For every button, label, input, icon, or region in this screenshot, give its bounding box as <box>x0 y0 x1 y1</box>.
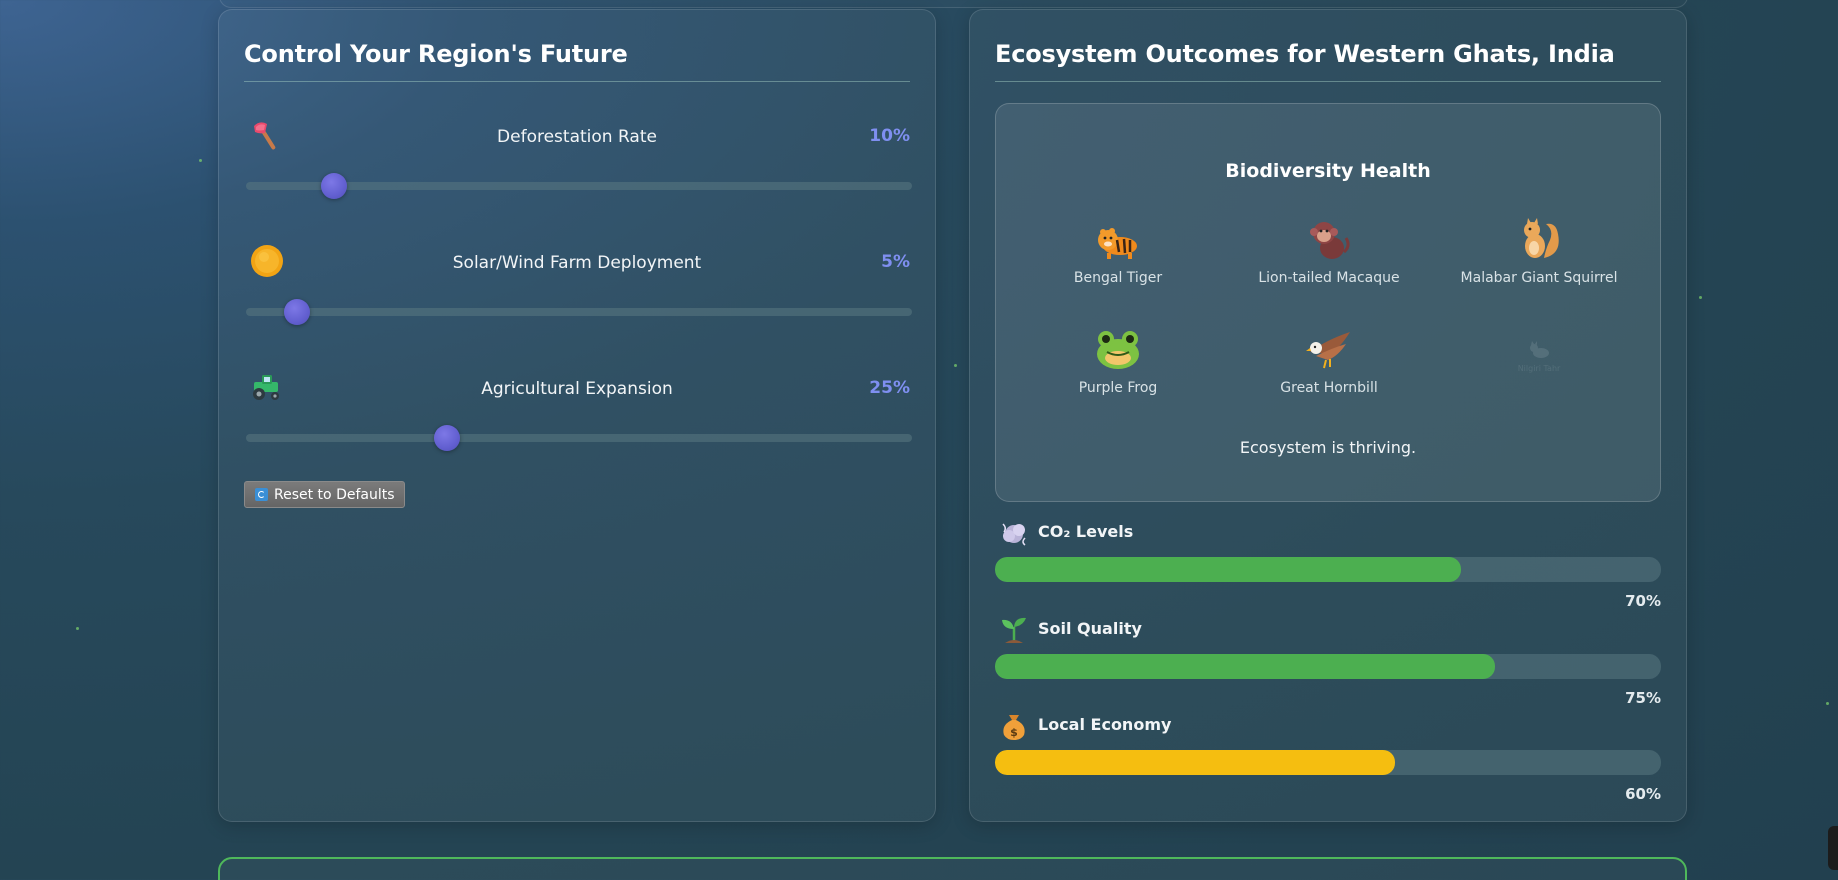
species-name: Malabar Giant Squirrel <box>1460 270 1618 286</box>
eagle-icon <box>1306 332 1350 369</box>
svg-text:$: $ <box>1010 726 1018 739</box>
soil-label: Soil Quality <box>1038 619 1142 638</box>
previous-panel-edge <box>219 0 1688 8</box>
refresh-icon <box>255 488 268 501</box>
agriculture-value: 25% <box>869 378 910 398</box>
co2-progress-fill <box>995 557 1462 582</box>
biodiversity-card: Biodiversity Health Bengal Tiger <box>995 103 1661 502</box>
deforestation-value: 10% <box>869 126 910 146</box>
tiger-icon <box>1098 228 1137 259</box>
agriculture-slider-thumb[interactable] <box>433 425 460 451</box>
species-item: Great Hornbill <box>1224 326 1434 396</box>
frog-icon <box>1097 331 1139 369</box>
co2-label: CO₂ Levels <box>1038 522 1134 541</box>
seedling-icon <box>1002 617 1026 643</box>
economy-progress-fill <box>995 750 1395 775</box>
agriculture-control: Agricultural Expansion 25% <box>244 372 912 472</box>
background-particle <box>1826 702 1829 705</box>
ecosystem-status: Ecosystem is thriving. <box>1239 438 1417 457</box>
controls-title: Control Your Region's Future <box>244 40 628 68</box>
solar-wind-control: Solar/Wind Farm Deployment 5% <box>244 245 912 346</box>
species-item: Lion-tailed Macaque <box>1224 216 1434 286</box>
solar-wind-label: Solar/Wind Farm Deployment <box>452 253 702 273</box>
soil-progress-bar <box>995 654 1661 679</box>
species-item: Bengal Tiger <box>1013 216 1223 286</box>
co2-value: 70% <box>1625 592 1661 610</box>
soil-metric: Soil Quality 75% <box>995 617 1661 711</box>
deforestation-control: Deforestation Rate 10% <box>244 120 912 220</box>
species-name: Bengal Tiger <box>1073 270 1163 286</box>
agriculture-slider[interactable] <box>246 425 912 451</box>
co2-progress-bar <box>995 557 1661 582</box>
species-name: Purple Frog <box>1078 380 1158 396</box>
reset-button-label: Reset to Defaults <box>274 486 395 503</box>
next-section-panel <box>218 857 1687 880</box>
deforestation-slider-thumb[interactable] <box>321 173 347 199</box>
cat-icon <box>1530 341 1549 358</box>
solar-wind-value: 5% <box>881 252 910 272</box>
economy-label: Local Economy <box>1038 715 1172 734</box>
cloud-icon <box>1002 523 1026 546</box>
background-particle <box>76 627 79 630</box>
species-item: Malabar Giant Squirrel <box>1434 216 1644 286</box>
solar-wind-slider[interactable] <box>246 299 912 325</box>
reset-button[interactable]: Reset to Defaults <box>244 481 405 508</box>
title-divider <box>244 81 910 82</box>
axe-icon <box>254 122 276 150</box>
species-item: Purple Frog <box>1013 326 1223 396</box>
solar-wind-slider-thumb[interactable] <box>283 299 310 325</box>
species-name: Nilgiri Tahr <box>1517 364 1561 373</box>
economy-progress-bar <box>995 750 1661 775</box>
squirrel-icon <box>1524 218 1559 258</box>
species-item-locked: Nilgiri Tahr <box>1434 326 1644 373</box>
soil-progress-fill <box>995 654 1495 679</box>
economy-metric: $ Local Economy 60% <box>995 715 1661 807</box>
co2-metric: CO₂ Levels 70% <box>995 522 1661 614</box>
species-name: Great Hornbill <box>1280 380 1378 396</box>
background-particle <box>954 364 957 367</box>
side-widget-tab[interactable] <box>1828 826 1838 870</box>
outcomes-panel: Ecosystem Outcomes for Western Ghats, In… <box>969 9 1687 822</box>
title-divider <box>995 81 1661 82</box>
soil-value: 75% <box>1625 689 1661 707</box>
monkey-icon <box>1310 222 1350 259</box>
sun-icon <box>251 245 283 277</box>
deforestation-label: Deforestation Rate <box>497 127 657 147</box>
outcomes-title: Ecosystem Outcomes for Western Ghats, In… <box>995 40 1615 68</box>
deforestation-slider[interactable] <box>246 173 912 199</box>
agriculture-label: Agricultural Expansion <box>481 379 673 399</box>
biodiversity-title: Biodiversity Health <box>1225 160 1431 182</box>
economy-value: 60% <box>1625 785 1661 803</box>
background-particle <box>1699 296 1702 299</box>
background-particle <box>199 159 202 162</box>
tractor-icon <box>253 375 279 400</box>
controls-panel: Control Your Region's Future Deforestati… <box>218 9 936 822</box>
money-bag-icon: $ <box>1003 715 1025 740</box>
species-name: Lion-tailed Macaque <box>1258 270 1400 286</box>
